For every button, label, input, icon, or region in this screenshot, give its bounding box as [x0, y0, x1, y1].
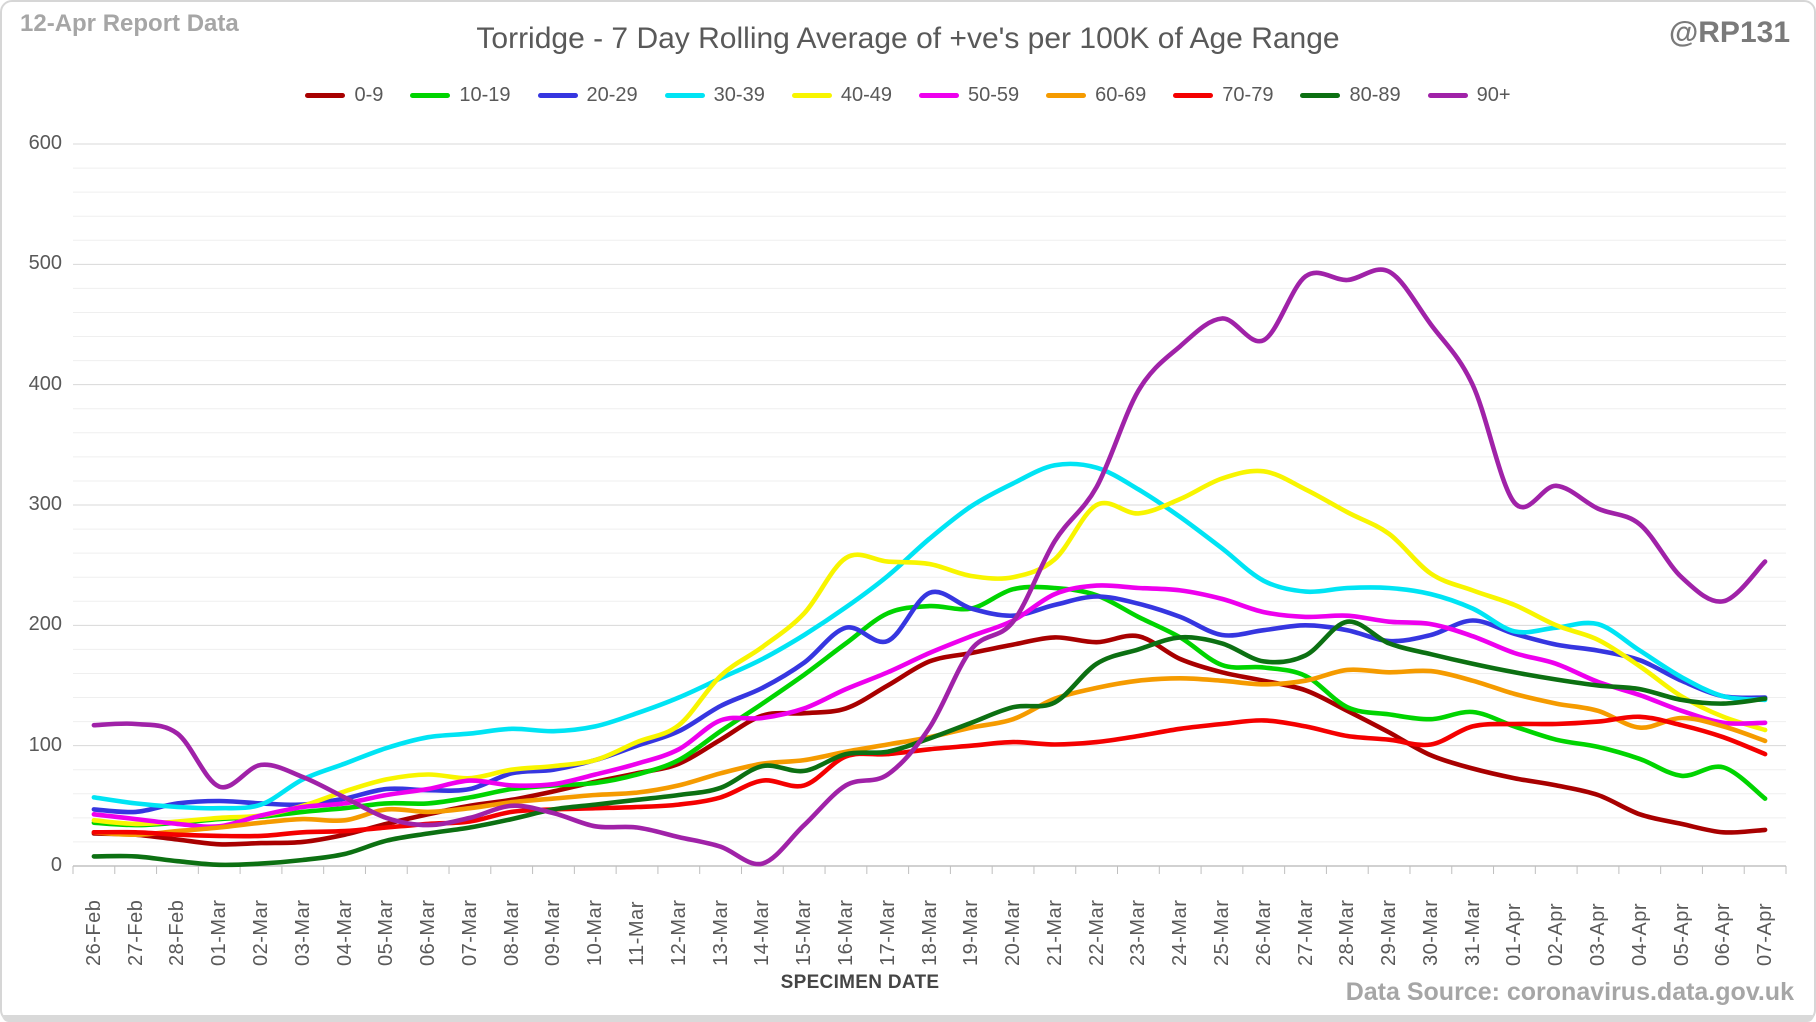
legend-item-30-39: 30-39 — [664, 84, 765, 107]
watermark-label: @RP131 — [1669, 16, 1790, 49]
x-axis-label-03-Mar: 03-Mar — [291, 899, 314, 966]
x-axis-label-15-Mar: 15-Mar — [793, 899, 816, 966]
legend-item-70-79: 70-79 — [1173, 84, 1273, 107]
x-axis-label-27-Feb: 27-Feb — [124, 899, 147, 966]
x-axis-label-05-Mar: 05-Mar — [375, 899, 398, 966]
x-axis-label-03-Apr: 03-Apr — [1586, 902, 1609, 966]
x-axis-label-09-Mar: 09-Mar — [542, 899, 565, 966]
legend-swatch-icon — [537, 93, 578, 98]
legend-label: 20-29 — [586, 84, 638, 106]
x-axis-label-02-Mar: 02-Mar — [250, 899, 272, 966]
x-axis-label-13-Mar: 13-Mar — [709, 899, 732, 966]
series-line-90+ — [91, 267, 1768, 867]
x-axis-label-21-Mar: 21-Mar — [1043, 899, 1066, 966]
legend-label: 40-49 — [840, 84, 892, 106]
legend-swatch-icon — [791, 93, 832, 98]
x-axis-label-26-Mar: 26-Mar — [1252, 899, 1275, 966]
x-axis-label-29-Mar: 29-Mar — [1378, 899, 1401, 966]
x-axis-label-22-Mar: 22-Mar — [1085, 899, 1108, 966]
y-axis-label-200: 200 — [28, 613, 62, 636]
x-axis-label-18-Mar: 18-Mar — [918, 899, 941, 966]
x-axis-label-01-Mar: 01-Mar — [208, 899, 231, 966]
legend-swatch-icon — [1046, 93, 1087, 98]
legend-swatch-icon — [918, 93, 959, 98]
x-axis-label-20-Mar: 20-Mar — [1002, 899, 1025, 966]
x-axis-label-27-Mar: 27-Mar — [1294, 899, 1317, 966]
x-axis-label-31-Mar: 31-Mar — [1461, 899, 1484, 966]
legend-item-40-49: 40-49 — [791, 84, 892, 107]
x-axis-label-23-Mar: 23-Mar — [1127, 899, 1150, 966]
legend-label: 70-79 — [1222, 84, 1274, 106]
x-axis-title: SPECIMEN DATE — [780, 972, 940, 993]
y-axis-label-100: 100 — [28, 733, 62, 756]
x-axis-label-28-Mar: 28-Mar — [1336, 899, 1359, 966]
x-axis-label-26-Feb: 26-Feb — [82, 899, 105, 966]
x-axis-label-08-Mar: 08-Mar — [500, 899, 523, 966]
legend-label: 10-19 — [459, 84, 511, 106]
legend-swatch-icon — [664, 93, 705, 98]
y-axis-label-0: 0 — [50, 854, 62, 876]
report-date-label: 12-Apr Report Data — [20, 10, 239, 37]
legend-item-90+: 90+ — [1427, 84, 1511, 107]
legend-item-0-9: 0-9 — [305, 84, 383, 107]
x-axis-label-24-Mar: 24-Mar — [1169, 899, 1192, 966]
x-axis-label-04-Mar: 04-Mar — [333, 899, 356, 966]
x-axis-label-14-Mar: 14-Mar — [751, 899, 774, 966]
x-axis-label-07-Mar: 07-Mar — [458, 899, 481, 966]
y-axis-label-600: 600 — [28, 132, 62, 155]
x-axis-label-06-Mar: 06-Mar — [417, 899, 440, 966]
y-axis-label-300: 300 — [28, 493, 62, 515]
x-axis-label-19-Mar: 19-Mar — [960, 899, 983, 966]
x-axis-label-07-Apr: 07-Apr — [1754, 902, 1777, 966]
series-line-20-29 — [91, 589, 1768, 815]
legend-item-10-19: 10-19 — [410, 84, 511, 107]
legend: 0-9 10-19 20-29 30-39 40-49 50-59 60-69 70-79 80… — [0, 84, 1816, 107]
legend-item-50-59: 50-59 — [918, 84, 1020, 107]
x-axis-label-30-Mar: 30-Mar — [1419, 899, 1442, 966]
legend-swatch-icon — [410, 93, 451, 98]
legend-label: 60-69 — [1095, 84, 1147, 106]
x-axis-label-16-Mar: 16-Mar — [834, 899, 857, 966]
legend-swatch-icon — [1173, 93, 1214, 98]
x-axis-label-04-Apr: 04-Apr — [1628, 902, 1651, 966]
x-axis-label-17-Mar: 17-Mar — [876, 899, 899, 966]
y-axis-label-400: 400 — [28, 372, 62, 395]
legend-swatch-icon — [1427, 93, 1468, 98]
legend-item-20-29: 20-29 — [537, 84, 638, 107]
legend-item-60-69: 60-69 — [1046, 84, 1146, 107]
x-axis-label-10-Mar: 10-Mar — [584, 899, 607, 966]
legend-label: 90+ — [1476, 84, 1511, 106]
data-source-label: Data Source: coronavirus.data.gov.uk — [1345, 978, 1794, 1006]
series-line-50-59 — [91, 583, 1768, 829]
legend-label: 30-39 — [713, 84, 765, 106]
series-line-70-79 — [91, 714, 1768, 839]
legend-label: 0-9 — [354, 84, 384, 106]
legend-swatch-icon — [1300, 93, 1341, 98]
series-line-10-19 — [91, 584, 1768, 828]
y-axis-label-500: 500 — [28, 252, 62, 275]
x-axis-label-28-Feb: 28-Feb — [166, 899, 189, 966]
x-axis-label-02-Apr: 02-Apr — [1545, 902, 1568, 966]
series-line-40-49 — [91, 468, 1768, 827]
series-line-80-89 — [91, 619, 1768, 868]
x-axis-label-06-Apr: 06-Apr — [1712, 902, 1735, 966]
chart-title: Torridge - 7 Day Rolling Average of +ve'… — [476, 22, 1340, 55]
x-axis-label-01-Apr: 01-Apr — [1503, 902, 1526, 966]
x-axis-label-11-Mar: 11-Mar — [626, 901, 649, 966]
x-axis-label-12-Mar: 12-Mar — [667, 899, 690, 966]
x-axis-label-25-Mar: 25-Mar — [1210, 899, 1233, 966]
series-line-30-39 — [91, 461, 1768, 811]
legend-swatch-icon — [305, 93, 346, 98]
x-axis-label-05-Apr: 05-Apr — [1670, 902, 1693, 966]
legend-label: 50-59 — [967, 84, 1020, 106]
chart-frame-bottom-bar — [2, 1015, 1814, 1022]
legend-item-80-89: 80-89 — [1300, 84, 1401, 107]
legend-label: 80-89 — [1349, 84, 1401, 106]
